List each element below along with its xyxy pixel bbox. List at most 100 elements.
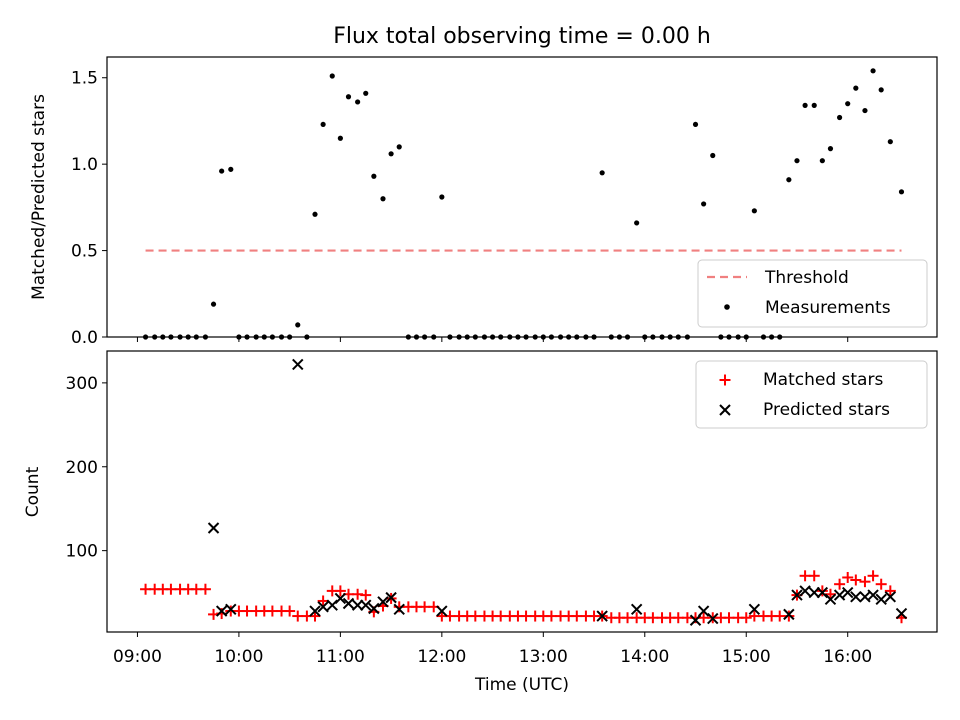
predicted-point [824,593,837,605]
x-tick-label: 13:00 [519,647,568,667]
measurement-point [794,158,800,164]
measurement-point [142,334,149,340]
predicted-point [842,586,854,599]
measurement-point [827,146,834,152]
predicted-point-b [816,586,829,599]
top-y-tick-label: 0.0 [71,328,98,348]
predicted-point [875,593,887,605]
predicted-point-b [360,599,372,611]
measurement-point [329,73,335,79]
predicted-legend-label: Predicted stars [763,400,890,420]
measurement-point [481,334,488,340]
top-axes: 0.0 0.5 1.0 1.5 Matched/Predicted stars Thr… [29,56,938,348]
matched-point [842,571,854,583]
measurement-point [396,144,402,150]
measurement-point [320,121,326,128]
measurement-point [701,201,707,207]
predicted-point [377,596,389,608]
top-plot-area [142,68,905,340]
measurement-point [244,334,250,340]
measurement-point [202,334,209,340]
measurement-point [312,211,318,217]
measurement-point [295,322,301,328]
predicted-point [309,605,321,617]
predicted-point [225,603,237,616]
measurements-legend-label: Measurements [765,298,891,318]
predicted-point-b [824,593,837,605]
measurement-point [380,196,386,202]
predicted-point [292,358,304,371]
measurement-point [253,334,259,340]
predicted-point [689,614,702,626]
measurement-point [845,101,851,107]
predicted-point [833,589,846,601]
measurement-point [751,208,757,214]
predicted-point [385,591,397,604]
measurement-point [168,334,174,340]
measurement-point [456,334,462,340]
predicted-point-b [748,603,761,616]
measurement-point [624,334,631,340]
measurement-point [811,102,817,108]
measurement-point [634,220,640,226]
measurement-point [507,334,513,340]
predicted-point-b [875,593,887,605]
predicted-point-b [791,589,803,601]
measurement-point [515,334,521,340]
predicted-point-b [215,605,228,617]
measurement-point [870,68,876,74]
x-tick-label: 12:00 [417,647,466,667]
measurement-point [583,334,589,340]
predicted-point [360,599,372,611]
measurement-point [853,85,859,91]
matched-point [816,585,828,597]
matched-point [199,583,211,595]
predicted-point-b [859,591,871,603]
measurement-point [439,194,445,200]
measurement-point [684,334,690,340]
bottom-ticks: 100 200 300 09:00 10:00 11:00 12:00 13:00 14:00 1… [66,374,873,667]
x-tick-label: 16:00 [823,647,872,667]
predicted-point [895,607,908,620]
measurement-point [650,334,656,340]
top-axes-frame [106,56,938,338]
measurement-point [898,189,905,195]
measurement-point [557,334,564,340]
matched-point [875,578,887,590]
measurement-point [210,301,217,307]
measurement-point [413,334,420,340]
measurement-point [193,334,199,340]
measurement-point [599,170,605,176]
bottom-axes: 100 200 300 09:00 10:00 11:00 12:00 13:00 14:00 1… [23,350,938,695]
matched-point [859,576,871,588]
measurement-point [371,173,377,179]
predicted-point [207,522,220,534]
matched-point [740,612,752,624]
measurement-point [667,334,673,340]
predicted-point-b [799,585,811,597]
bottom-y-tick-label: 300 [66,374,98,394]
matched-point [834,578,846,590]
threshold-legend-label: Threshold [764,268,849,288]
x-tick-label: 11:00 [316,647,365,667]
measurement-point [185,334,191,340]
chart-title: Flux total observing time = 0.00 h [333,24,711,49]
predicted-point-b [436,605,448,617]
measurement-point [219,168,225,174]
x-tick-label: 15:00 [722,647,771,667]
predicted-point [393,603,405,616]
predicted-point [850,591,862,603]
bottom-legend: Matched stars Predicted stars [695,360,928,429]
bottom-y-axis-label: Count [23,466,43,517]
matched-point [808,570,820,582]
measurement-point [675,334,681,340]
matched-point [867,570,879,582]
measurement-point [769,334,775,340]
measurement-point [659,334,665,340]
measurement-point [566,334,572,340]
predicted-point-b [707,612,719,625]
top-y-axis-label: Matched/Predicted stars [29,94,49,300]
bottom-y-tick-label: 200 [66,458,98,478]
predicted-point-b [842,586,854,599]
